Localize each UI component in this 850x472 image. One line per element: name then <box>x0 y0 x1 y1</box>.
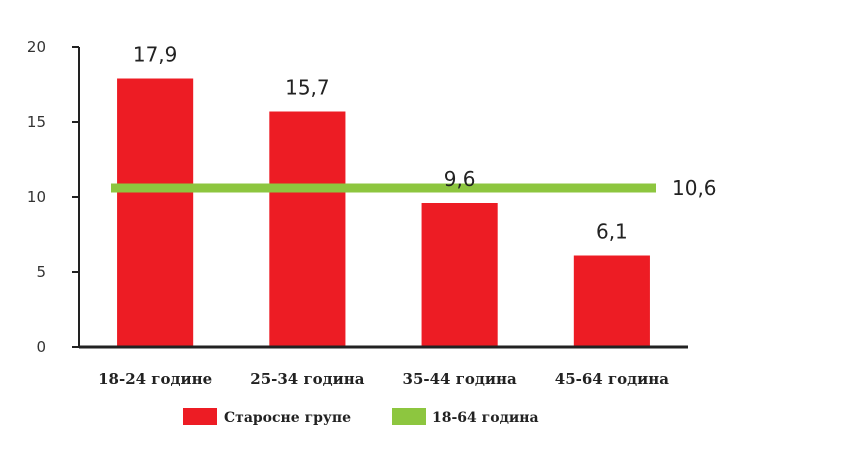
x-tick-label: 25-34 година <box>250 370 364 388</box>
reference-line-value-label: 10,6 <box>672 176 717 200</box>
legend-label-bars: Старосне групе <box>224 410 351 426</box>
x-tick-label: 35-44 година <box>403 370 517 388</box>
bar <box>117 78 194 347</box>
x-tick-label: 18-24 године <box>98 370 212 388</box>
reference-line-group: 10,6 <box>111 176 717 200</box>
legend-label-line: 18-64 година <box>432 410 539 426</box>
legend-swatch-line <box>392 408 426 425</box>
bar <box>421 203 498 347</box>
y-tick-label: 0 <box>36 338 46 356</box>
y-tick-label: 15 <box>27 113 46 131</box>
bar-value-label: 15,7 <box>285 76 330 100</box>
y-tick-label: 20 <box>27 38 46 56</box>
bars <box>117 78 650 347</box>
bar-value-label: 9,6 <box>444 167 476 191</box>
y-axis: 0 5 10 15 20 <box>27 38 80 356</box>
bar-value-label: 6,1 <box>596 220 628 244</box>
y-tick-label: 10 <box>27 188 46 206</box>
legend-swatch-bars <box>183 408 217 425</box>
legend: Старосне групе 18-64 година <box>183 408 539 426</box>
bar-value-label: 17,9 <box>133 43 178 67</box>
bar <box>269 111 346 347</box>
data-labels: 17,9 15,7 9,6 6,1 <box>133 43 628 244</box>
bar <box>573 255 650 347</box>
x-tick-label: 45-64 година <box>555 370 669 388</box>
y-tick-label: 5 <box>36 263 46 281</box>
x-axis: 18-24 године 25-34 година 35-44 година 45-6… <box>79 345 688 388</box>
